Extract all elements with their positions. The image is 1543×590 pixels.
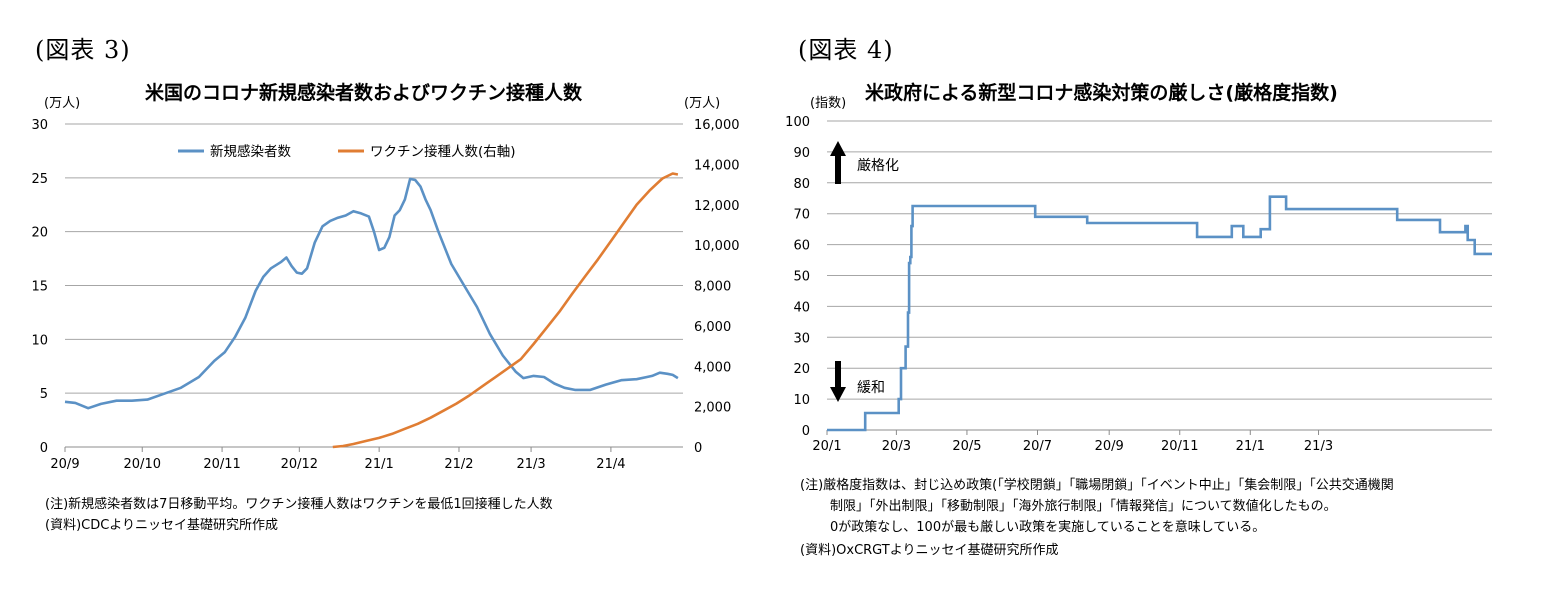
y-tick-label: 10: [793, 393, 810, 408]
right-tick-label: 0: [694, 441, 702, 456]
down-arrow-icon: [830, 361, 846, 402]
y-tick-label: 40: [793, 300, 810, 315]
left-tick-label: 5: [40, 387, 48, 402]
up-arrow-icon: [830, 141, 846, 184]
left-axis-unit: (万人): [44, 96, 81, 111]
x-tick-label: 21/3: [1304, 439, 1333, 454]
left-tick-label: 0: [40, 441, 48, 456]
y-tick-label: 70: [793, 208, 810, 223]
x-tick-label: 20/9: [50, 457, 79, 472]
left-tick-label: 25: [31, 172, 48, 187]
right-tick-label: 6,000: [694, 320, 731, 335]
x-tick-label: 21/2: [444, 457, 473, 472]
left-tick-label: 20: [31, 226, 48, 241]
y-tick-label: 90: [793, 146, 810, 161]
x-tick-label: 20/1: [812, 439, 841, 454]
y-tick-label: 20: [793, 362, 810, 377]
right-tick-label: 2,000: [694, 401, 731, 416]
left-axis-unit: (指数): [810, 96, 847, 111]
vaccination-series-line: [332, 172, 679, 449]
right-tick-label: 14,000: [694, 158, 740, 173]
chart-title: 米政府による新型コロナ感染対策の厳しさ(厳格度指数): [865, 82, 1338, 104]
x-tick-label: 20/11: [203, 457, 240, 472]
figure-4-panel: (図表 4) 米政府による新型コロナ感染対策の厳しさ(厳格度指数) (指数) 0…: [770, 0, 1543, 590]
x-tick-label: 21/3: [516, 457, 545, 472]
right-tick-label: 10,000: [694, 239, 740, 254]
x-tick-label: 20/11: [1161, 439, 1198, 454]
legend-label: ワクチン接種人数(右軸): [370, 143, 516, 160]
figure-label: (図表 3): [35, 36, 131, 64]
footnote: (注)新規感染者数は7日移動平均。ワクチン接種人数はワクチンを最低1回接種した人…: [45, 497, 553, 512]
x-tick-label: 20/7: [1023, 439, 1052, 454]
figure-3-panel: (図表 3) 米国のコロナ新規感染者数およびワクチン接種人数 (万人) (万人)…: [0, 0, 770, 590]
infections-series-line: [64, 177, 679, 410]
x-tick-label: 20/12: [281, 457, 318, 472]
x-tick-label: 20/5: [952, 439, 981, 454]
annotation-label: 厳格化: [857, 158, 899, 174]
annotation-label: 緩和: [857, 380, 885, 396]
source-note: (資料)OxCRGTよりニッセイ基礎研究所作成: [800, 543, 1059, 558]
stringency-series-line: [827, 195, 1492, 432]
x-tick-label: 20/3: [882, 439, 911, 454]
legend-label: 新規感染者数: [210, 143, 291, 160]
x-tick-label: 21/1: [365, 457, 394, 472]
right-tick-label: 8,000: [694, 280, 731, 295]
right-tick-label: 4,000: [694, 360, 731, 375]
right-axis-unit: (万人): [684, 96, 721, 111]
x-tick-label: 20/9: [1095, 439, 1124, 454]
footnote: (注)厳格度指数は、封じ込め政策(「学校閉鎖」「職場閉鎖」「イベント中止」「集会…: [800, 478, 1394, 493]
y-tick-label: 60: [793, 239, 810, 254]
left-tick-label: 30: [31, 118, 48, 133]
chart-title: 米国のコロナ新規感染者数およびワクチン接種人数: [145, 82, 583, 104]
y-tick-label: 80: [793, 177, 810, 192]
stringency-index-chart: 0 10 20 30 40 50 60 70 80 90 100 20/1 20/3 20/5 20/7 20…: [785, 115, 1492, 454]
source-note: (資料)CDCよりニッセイ基礎研究所作成: [45, 518, 279, 533]
x-tick-label: 21/4: [596, 457, 625, 472]
x-tick-label: 20/10: [124, 457, 161, 472]
right-tick-label: 16,000: [694, 118, 740, 133]
x-tick-label: 21/1: [1236, 439, 1265, 454]
y-tick-label: 30: [793, 331, 810, 346]
footnote-line-2: 制限」「外出制限」「移動制限」「海外旅行制限」「情報発信」について数値化したもの…: [830, 499, 1337, 514]
infections-vaccination-chart: 0 5 10 15 20 25 30 0 2,000 4,000 6,000 8,000 10,000 1…: [31, 118, 740, 472]
right-tick-label: 12,000: [694, 199, 740, 214]
footnote-line-3: 0が政策なし、100が最も厳しい政策を実施していることを意味している。: [830, 520, 1266, 535]
y-tick-label: 50: [793, 270, 810, 285]
y-tick-label: 0: [802, 424, 810, 439]
left-tick-label: 10: [31, 333, 48, 348]
figure-label: (図表 4): [798, 36, 894, 64]
left-tick-label: 15: [31, 280, 48, 295]
y-tick-label: 100: [785, 115, 810, 130]
